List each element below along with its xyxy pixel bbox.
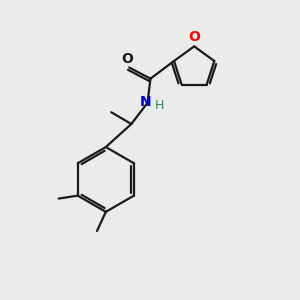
- Text: H: H: [154, 99, 164, 112]
- Text: N: N: [140, 95, 152, 109]
- Text: O: O: [121, 52, 133, 66]
- Text: O: O: [188, 30, 200, 44]
